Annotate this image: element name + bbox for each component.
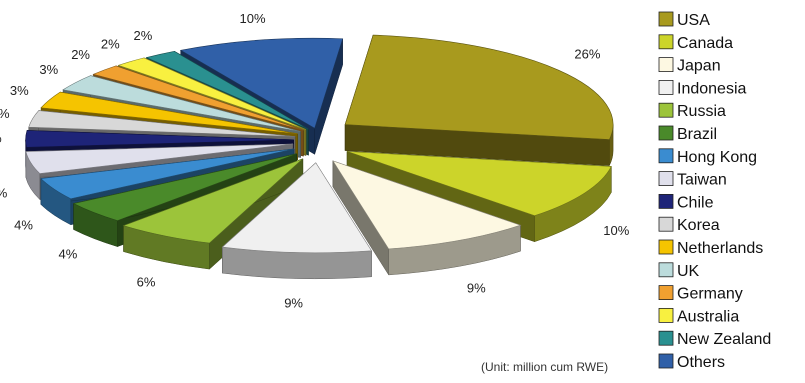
legend-swatch xyxy=(658,57,674,72)
legend-swatch xyxy=(658,171,674,187)
legend-label: Germany xyxy=(677,286,743,303)
slice-top xyxy=(122,158,304,244)
legend-entry-taiwan: Taiwan xyxy=(658,171,727,189)
legend: USA Canada Japan Indonesia Russia Brazil Hong … xyxy=(658,11,771,371)
pie-slices xyxy=(25,34,614,279)
legend-entry-russia: Russia xyxy=(658,102,726,120)
legend-label: UK xyxy=(677,263,700,280)
legend-entry-korea: Korea xyxy=(658,216,720,234)
legend-swatch xyxy=(658,239,674,255)
legend-swatch xyxy=(658,34,674,50)
legend-label: New Zealand xyxy=(677,331,771,348)
legend-entry-brazil: Brazil xyxy=(658,125,717,143)
legend-swatch xyxy=(658,11,674,27)
legend-entry-hong-kong: Hong Kong xyxy=(658,148,757,166)
percent-label-usa: 26% xyxy=(574,47,600,62)
percent-label-others: 10% xyxy=(239,11,265,26)
legend-swatch xyxy=(658,102,674,118)
percent-label-germany: 2% xyxy=(71,47,90,62)
legend-label: Netherlands xyxy=(677,240,763,257)
legend-entry-uk: UK xyxy=(658,262,700,280)
slice-usa xyxy=(344,34,614,166)
slice-japan xyxy=(332,160,522,276)
legend-label: Others xyxy=(677,354,725,371)
legend-label: Australia xyxy=(677,308,739,325)
legend-entry-chile: Chile xyxy=(658,193,714,211)
percent-label-uk: 3% xyxy=(39,62,58,77)
slice-top xyxy=(62,75,301,132)
legend-swatch xyxy=(658,148,674,164)
percent-label-brazil: 4% xyxy=(59,246,78,261)
slice-top xyxy=(40,148,295,200)
legend-label: USA xyxy=(677,12,710,29)
percent-label-australia: 2% xyxy=(101,37,120,52)
slice-top xyxy=(179,37,344,129)
legend-entry-australia: Australia xyxy=(658,307,739,325)
slice-top xyxy=(28,110,296,137)
legend-label: Chile xyxy=(677,194,714,211)
legend-swatch xyxy=(658,330,674,346)
legend-label: Canada xyxy=(677,35,733,52)
legend-swatch xyxy=(658,307,674,323)
legend-label: Indonesia xyxy=(677,80,746,97)
legend-entry-germany: Germany xyxy=(658,285,743,303)
legend-label: Brazil xyxy=(677,126,717,143)
legend-label: Hong Kong xyxy=(677,149,757,166)
legend-swatch xyxy=(658,285,674,301)
slice-top xyxy=(332,160,522,250)
percent-label-netherlands: 3% xyxy=(10,83,29,98)
slice-top xyxy=(145,50,309,130)
slice-top xyxy=(344,34,614,140)
slice-top xyxy=(40,91,298,135)
legend-label: Japan xyxy=(677,58,721,75)
legend-swatch xyxy=(658,353,674,369)
slice-top xyxy=(92,65,304,131)
legend-swatch xyxy=(658,80,674,95)
legend-label: Taiwan xyxy=(677,172,727,189)
percent-label-new-zealand: 2% xyxy=(134,28,153,43)
legend-swatch xyxy=(658,193,674,209)
percent-label-hong-kong: 4% xyxy=(14,218,33,233)
slice-top xyxy=(25,143,293,174)
slice-top xyxy=(117,57,307,130)
percent-label-korea: 3% xyxy=(0,106,10,121)
percent-label-taiwan: 4% xyxy=(0,186,8,201)
legend-entry-new-zealand: New Zealand xyxy=(658,330,771,348)
legend-label: Korea xyxy=(677,217,720,234)
slice-top xyxy=(346,151,612,217)
unit-note: (Unit: million cum RWE) xyxy=(481,360,608,374)
legend-entry-usa: USA xyxy=(658,11,710,29)
legend-label: Russia xyxy=(677,103,726,120)
percent-labels: 26%10%9%9%6%4%4%4%3%3%3%3%2%2%2%10% xyxy=(0,11,630,310)
slice-top xyxy=(25,130,294,148)
slice-indonesia xyxy=(221,161,373,279)
legend-entry-others: Others xyxy=(658,353,725,371)
legend-entry-netherlands: Netherlands xyxy=(658,239,763,257)
percent-label-russia: 6% xyxy=(137,275,156,290)
legend-swatch xyxy=(658,216,674,232)
percent-label-japan: 9% xyxy=(467,280,486,295)
percent-label-indonesia: 9% xyxy=(284,295,303,310)
legend-swatch xyxy=(658,262,674,278)
legend-entry-japan: Japan xyxy=(658,57,721,75)
legend-entry-canada: Canada xyxy=(658,34,733,52)
percent-label-chile: 3% xyxy=(0,131,2,146)
slice-top xyxy=(221,162,373,254)
percent-label-canada: 10% xyxy=(603,223,629,238)
legend-swatch xyxy=(658,125,674,141)
slice-top xyxy=(72,153,297,221)
legend-entry-indonesia: Indonesia xyxy=(658,80,746,97)
